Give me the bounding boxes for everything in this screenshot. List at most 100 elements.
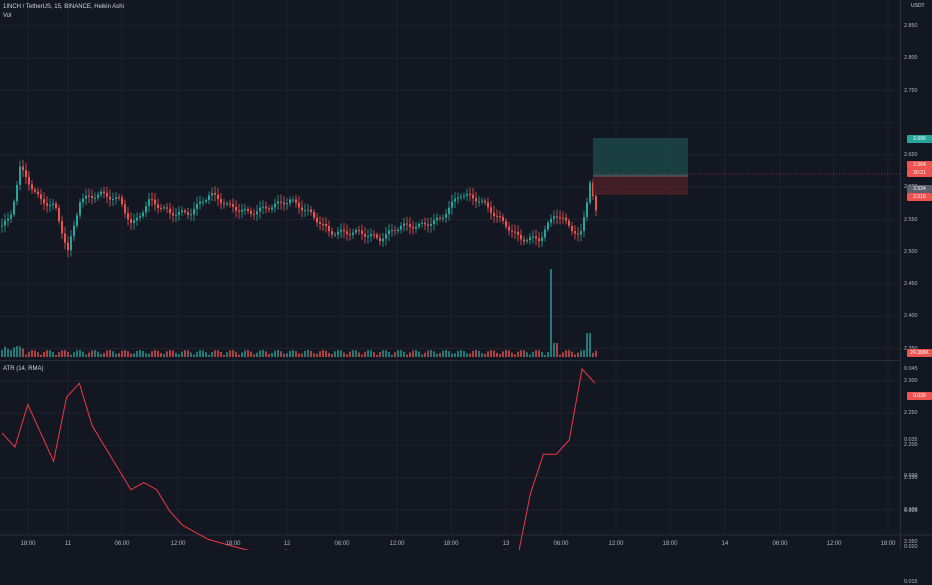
candle-body	[94, 197, 96, 199]
candle-body	[562, 217, 564, 219]
candle-body	[559, 217, 561, 219]
volume-bar	[460, 350, 462, 357]
pane-separator[interactable]	[0, 360, 900, 361]
candle-body	[508, 226, 510, 231]
candle-body	[283, 202, 285, 205]
candle-body	[31, 184, 33, 190]
atr-tick-label: 0.015	[904, 579, 918, 585]
atr-tick-label: 0.035	[904, 437, 918, 443]
time-tick-label: 06:00	[772, 541, 788, 547]
currency-label[interactable]: USDT	[911, 3, 925, 9]
price-tick-label: 2.100	[904, 506, 918, 513]
atr-tick-label: 0.020	[904, 543, 918, 550]
price-tick-label: 2.250	[904, 410, 918, 416]
candle-body	[478, 201, 480, 203]
volume-bar	[184, 350, 186, 357]
volume-bar	[559, 354, 561, 357]
volume-bar	[262, 350, 264, 357]
volume-bar	[586, 333, 588, 357]
candle-body	[247, 208, 249, 211]
time-tick-label: 18:00	[20, 541, 36, 547]
volume-bar	[211, 351, 213, 357]
candle-body	[412, 227, 414, 229]
candle-body	[208, 195, 210, 201]
candle-body	[244, 208, 246, 211]
candle-body	[529, 237, 531, 241]
symbol-title[interactable]: 1INCH / TetherUS, 15, BINANCE, Heikin As…	[3, 4, 124, 10]
atr-legend[interactable]: ATR (14, RMA)	[3, 366, 44, 372]
volume-bar	[274, 350, 276, 357]
volume-bar	[199, 350, 201, 357]
volume-bar	[421, 354, 423, 357]
volume-bar	[7, 348, 9, 357]
candle-body	[505, 220, 507, 227]
candle-body	[73, 225, 75, 237]
volume-bar	[334, 351, 336, 357]
candle-body	[100, 191, 102, 195]
volume-bar	[355, 350, 357, 357]
candle-body	[349, 234, 351, 236]
candle-body	[70, 236, 72, 251]
volume-bar	[448, 351, 450, 357]
volume-bar	[343, 352, 345, 357]
candle-body	[337, 231, 339, 235]
volume-bar	[535, 350, 537, 357]
stop-zone	[593, 176, 688, 195]
candle-body	[232, 204, 234, 207]
candle-body	[307, 209, 309, 211]
volume-bar	[55, 354, 57, 357]
volume-bar	[400, 350, 402, 357]
atr-value-badge: 0.039	[907, 392, 932, 400]
candle-body	[301, 207, 303, 211]
candle-body	[1, 225, 3, 227]
volume-bar	[286, 353, 288, 357]
candle-body	[580, 231, 582, 235]
volume-legend[interactable]: Vol	[3, 13, 12, 19]
volume-bar	[253, 354, 255, 357]
volume-bar	[97, 351, 99, 357]
candle-body	[541, 237, 543, 242]
candle-body	[358, 230, 360, 232]
candle-body	[325, 224, 327, 227]
time-tick-label: 18:00	[880, 541, 896, 547]
candle-body	[526, 240, 528, 242]
volume-bar	[484, 353, 486, 357]
candle-body	[565, 217, 567, 221]
candle-body	[220, 199, 222, 204]
time-tick-label: 18:00	[443, 541, 459, 547]
time-tick-label: 12:00	[826, 541, 842, 547]
volume-bar	[127, 351, 129, 357]
candle-body	[379, 237, 381, 242]
candle-body	[304, 210, 306, 212]
candle-body	[544, 229, 546, 238]
candle-body	[391, 230, 393, 232]
volume-bar	[190, 352, 192, 357]
volume-bar	[283, 353, 285, 357]
candle-body	[163, 207, 165, 209]
candle-body	[352, 232, 354, 235]
volume-bar	[223, 354, 225, 357]
candle-body	[214, 192, 216, 195]
volume-bar	[436, 353, 438, 357]
candle-body	[586, 202, 588, 218]
volume-bar	[526, 352, 528, 357]
volume-bar	[544, 354, 546, 357]
candle-body	[175, 214, 177, 216]
price-tick-label: 2.200	[904, 442, 918, 449]
atr-line	[1, 367, 596, 550]
volume-bar	[64, 350, 66, 357]
candle-body	[271, 207, 273, 210]
candle-body	[520, 234, 522, 240]
volume-bar	[481, 353, 483, 357]
chart-canvas[interactable]	[0, 0, 932, 550]
candle-body	[169, 208, 171, 214]
candle-body	[55, 203, 57, 208]
volume-bar	[397, 350, 399, 357]
price-tick-label: 2.850	[904, 23, 918, 29]
candle-body	[253, 214, 255, 216]
candle-body	[127, 213, 129, 220]
candle-body	[418, 224, 420, 227]
candle-body	[295, 199, 297, 203]
volume-bar	[235, 351, 237, 357]
volume-bar	[19, 346, 21, 357]
